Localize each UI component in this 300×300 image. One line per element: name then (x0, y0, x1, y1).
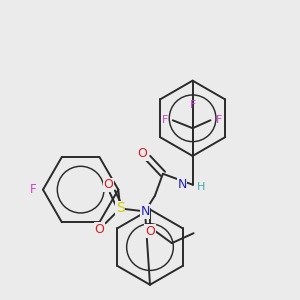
Text: N: N (140, 205, 150, 218)
Text: O: O (137, 148, 147, 160)
Text: H: H (196, 182, 205, 192)
Text: S: S (116, 202, 125, 215)
Text: F: F (215, 115, 222, 125)
Text: O: O (145, 225, 155, 238)
Text: N: N (177, 178, 187, 191)
Text: F: F (29, 183, 36, 196)
Text: O: O (94, 223, 104, 236)
Text: F: F (161, 115, 168, 125)
Text: F: F (189, 100, 196, 110)
Text: O: O (103, 178, 113, 191)
